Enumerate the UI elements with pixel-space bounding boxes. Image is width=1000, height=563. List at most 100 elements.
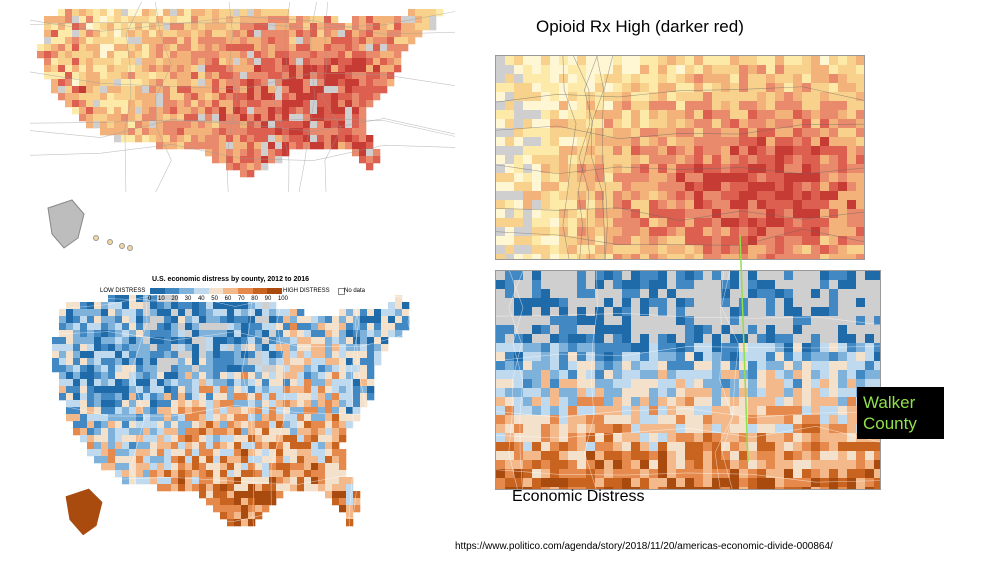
county-cell bbox=[631, 271, 641, 281]
county-cell bbox=[143, 344, 151, 352]
county-cell bbox=[685, 92, 695, 102]
county-cell bbox=[359, 72, 367, 80]
county-cell bbox=[559, 92, 569, 102]
county-cell bbox=[766, 164, 776, 174]
county-cell bbox=[739, 469, 749, 479]
county-cell bbox=[820, 307, 830, 317]
county-cell bbox=[721, 155, 731, 165]
county-cell bbox=[317, 37, 325, 45]
county-cell bbox=[649, 370, 659, 380]
county-cell bbox=[766, 379, 776, 389]
county-cell bbox=[353, 505, 361, 513]
county-cell bbox=[136, 421, 144, 429]
county-cell bbox=[164, 470, 172, 478]
source-url[interactable]: https://www.politico.com/agenda/story/20… bbox=[455, 541, 833, 552]
county-cell bbox=[332, 435, 340, 443]
county-cell bbox=[802, 361, 812, 371]
county-cell bbox=[297, 337, 305, 345]
county-cell bbox=[129, 351, 137, 359]
county-cell bbox=[721, 343, 731, 353]
county-cell bbox=[496, 83, 506, 93]
county-cell bbox=[220, 435, 228, 443]
county-cell bbox=[604, 388, 614, 398]
county-cell bbox=[163, 107, 171, 115]
county-cell bbox=[261, 114, 269, 122]
county-cell bbox=[366, 65, 374, 73]
county-cell bbox=[101, 351, 109, 359]
county-cell bbox=[730, 451, 740, 461]
county-cell bbox=[247, 121, 255, 129]
county-cell bbox=[820, 83, 830, 93]
county-cell bbox=[192, 365, 200, 373]
county-cell bbox=[108, 386, 116, 394]
county-cell bbox=[640, 128, 650, 138]
county-cell bbox=[613, 137, 623, 147]
county-cell bbox=[838, 146, 848, 156]
county-cell bbox=[58, 58, 66, 66]
county-cell bbox=[248, 323, 256, 331]
county-cell bbox=[775, 209, 785, 219]
county-cell bbox=[37, 44, 45, 52]
county-cell bbox=[577, 298, 587, 308]
county-cell bbox=[649, 137, 659, 147]
county-cell bbox=[87, 414, 95, 422]
county-cell bbox=[289, 44, 297, 52]
county-cell bbox=[748, 110, 758, 120]
county-cell bbox=[838, 289, 848, 299]
county-cell bbox=[192, 316, 200, 324]
county-cell bbox=[227, 365, 235, 373]
county-cell bbox=[94, 428, 102, 436]
state-boundary bbox=[496, 313, 880, 325]
county-cell bbox=[150, 337, 158, 345]
county-cell bbox=[613, 325, 623, 335]
county-cell bbox=[541, 236, 551, 246]
county-cell bbox=[613, 370, 623, 380]
county-cell bbox=[346, 400, 354, 408]
county-cell bbox=[276, 414, 284, 422]
county-cell bbox=[532, 478, 542, 488]
county-cell bbox=[128, 37, 136, 45]
county-cell bbox=[730, 415, 740, 425]
county-cell bbox=[156, 135, 164, 143]
county-cell bbox=[766, 442, 776, 452]
county-cell bbox=[220, 505, 228, 513]
county-cell bbox=[667, 478, 677, 488]
county-cell bbox=[820, 289, 830, 299]
county-cell bbox=[178, 379, 186, 387]
county-cell bbox=[874, 289, 880, 299]
county-cell bbox=[65, 30, 73, 38]
county-cell bbox=[346, 484, 354, 492]
county-cell bbox=[685, 65, 695, 75]
county-cell bbox=[325, 323, 333, 331]
county-cell bbox=[757, 370, 767, 380]
county-cell bbox=[220, 351, 228, 359]
county-cell bbox=[559, 56, 569, 66]
county-cell bbox=[325, 470, 333, 478]
county-cell bbox=[559, 271, 569, 281]
county-cell bbox=[122, 442, 130, 450]
county-cell bbox=[366, 156, 374, 164]
county-cell bbox=[595, 379, 605, 389]
county-cell bbox=[658, 173, 668, 183]
county-cell bbox=[829, 397, 839, 407]
county-cell bbox=[122, 407, 130, 415]
county-cell bbox=[532, 173, 542, 183]
county-cell bbox=[757, 397, 767, 407]
county-cell bbox=[107, 86, 115, 94]
county-cell bbox=[577, 316, 587, 326]
county-cell bbox=[649, 352, 659, 362]
county-cell bbox=[135, 135, 143, 143]
county-cell bbox=[802, 352, 812, 362]
county-cell bbox=[255, 442, 263, 450]
county-cell bbox=[136, 400, 144, 408]
county-cell bbox=[649, 182, 659, 192]
county-cell bbox=[559, 424, 569, 434]
county-cell bbox=[604, 487, 614, 489]
county-cell bbox=[505, 487, 515, 489]
county-cell bbox=[658, 352, 668, 362]
county-cell bbox=[185, 421, 193, 429]
county-cell bbox=[793, 119, 803, 129]
county-cell bbox=[658, 442, 668, 452]
county-cell bbox=[766, 137, 776, 147]
county-cell bbox=[170, 58, 178, 66]
